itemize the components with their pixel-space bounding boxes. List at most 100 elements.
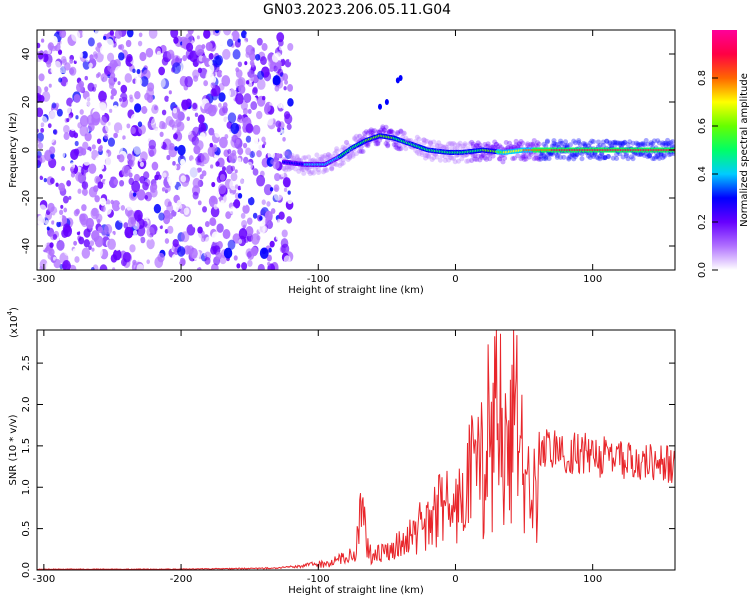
spectrogram-cell <box>439 143 445 149</box>
spectrogram-cell <box>375 140 381 146</box>
spectrogram-cell <box>263 237 270 245</box>
spectrogram-cell <box>184 140 191 149</box>
spectrogram-cell <box>266 254 272 262</box>
spectrogram-cell <box>113 132 118 139</box>
spectrogram-cell <box>546 156 552 162</box>
spectrogram-cell <box>133 144 142 155</box>
spectrogram-cell <box>266 201 271 207</box>
spectrogram-cell <box>105 164 110 169</box>
spectrogram-cell <box>536 141 542 147</box>
spectrogram-cell <box>322 152 328 158</box>
spectrogram-cell <box>451 141 457 147</box>
spectrogram-cell <box>78 80 85 89</box>
spectrogram-cell <box>281 243 290 255</box>
spectrogram-cell <box>178 204 183 210</box>
spectrogram-cell <box>541 156 547 162</box>
x-tick-label: -300 <box>33 574 56 585</box>
spectrogram-cell <box>273 189 283 201</box>
spectrogram-cell <box>414 149 420 155</box>
spectrogram-cell <box>340 160 346 166</box>
spectrogram-cell <box>88 62 93 69</box>
spectrogram-cell <box>95 51 104 63</box>
spectrogram-cell <box>189 166 198 178</box>
spectrogram-cell <box>129 244 136 253</box>
spectrogram-cell <box>48 110 57 121</box>
spectrogram-cell <box>204 236 213 247</box>
spectrogram-cell <box>79 194 85 201</box>
spectrogram-cell <box>172 161 176 166</box>
spectrogram-cell <box>69 234 75 241</box>
spectrogram-cell <box>203 30 211 39</box>
spectrogram-cell <box>110 254 118 263</box>
spectrogram-cell <box>602 155 608 161</box>
spectrogram-cell <box>109 67 115 75</box>
spectrogram-cell <box>279 113 284 120</box>
spectrogram-cell <box>134 91 141 100</box>
spectrogram-cell <box>236 263 241 269</box>
spectrogram-cell <box>255 206 261 213</box>
spectrogram-cell <box>648 140 654 146</box>
spectrogram-cell <box>625 142 631 148</box>
spectrogram-cell <box>302 155 308 161</box>
spectrogram-cell <box>577 142 583 148</box>
spectrogram-cell <box>168 96 173 102</box>
spectrogram-cell <box>73 240 78 246</box>
spectrogram-cell <box>62 195 69 204</box>
snr-y-label: SNR (10 * v/v) <box>8 414 19 485</box>
spectrogram-cell <box>185 32 193 43</box>
spectrogram-cell <box>441 145 447 151</box>
y-tick-label: 40 <box>21 48 32 61</box>
spectrogram-cell <box>492 139 498 145</box>
spectrogram-cell <box>159 131 164 137</box>
spectrogram-cell <box>329 165 335 171</box>
spectrogram-cell <box>267 149 276 160</box>
spectrogram-cell <box>638 151 644 157</box>
spectrogram-cell <box>587 154 593 160</box>
spectrogram-cell <box>55 182 59 187</box>
spectrogram-cell <box>161 122 167 130</box>
spectrogram-cell <box>301 155 307 161</box>
spectrogram-cell <box>197 226 203 234</box>
x-tick-label: -300 <box>33 274 56 285</box>
spectrogram-cell <box>431 155 437 161</box>
spectrogram-cell <box>122 184 128 192</box>
spectrogram-cell <box>363 129 369 135</box>
spectrogram-cell <box>329 166 335 172</box>
spectrogram-cell <box>274 172 281 182</box>
spectrogram-cell <box>247 194 251 199</box>
spectrogram-cell <box>312 166 318 172</box>
spectrogram-cell <box>225 89 232 98</box>
spectrogram-cell <box>591 153 597 159</box>
spectrogram-cell <box>617 142 623 148</box>
spectrogram-cell <box>195 233 202 241</box>
spectrogram-cell <box>602 155 608 161</box>
spectrogram-cell <box>301 166 307 172</box>
spectrogram-cell <box>87 37 95 47</box>
spectrogram-cell <box>95 213 103 223</box>
x-tick-label: -200 <box>170 574 193 585</box>
spectrogram-cell <box>367 128 373 134</box>
spectrogram-cell <box>530 141 536 147</box>
spectrogram-cell <box>208 127 215 136</box>
spectrogram-cell <box>493 141 499 147</box>
spectrogram-cell <box>275 60 282 69</box>
spectrogram-cell <box>497 156 503 162</box>
spectrogram-cell <box>79 213 89 226</box>
spectrogram-cell <box>493 141 499 147</box>
spectrogram-cell <box>635 142 641 148</box>
spectrogram-cell <box>126 30 134 38</box>
colorbar-gradient <box>712 30 737 270</box>
spectrogram-cell <box>614 151 620 157</box>
spectrogram-cell <box>614 155 620 161</box>
spectrogram-cell <box>376 137 382 143</box>
spectrogram-cell <box>523 153 529 159</box>
spectrogram-cell <box>426 154 432 160</box>
spectrogram-cell <box>605 154 611 160</box>
spectrogram-cell <box>118 194 122 199</box>
spectrogram-cell <box>482 142 488 148</box>
spectrogram-cell <box>209 142 214 148</box>
spectrogram-cell <box>227 239 236 250</box>
spectrogram-cell <box>571 138 577 144</box>
spectrogram-cell <box>625 156 631 162</box>
spectrogram-cell <box>434 154 440 160</box>
